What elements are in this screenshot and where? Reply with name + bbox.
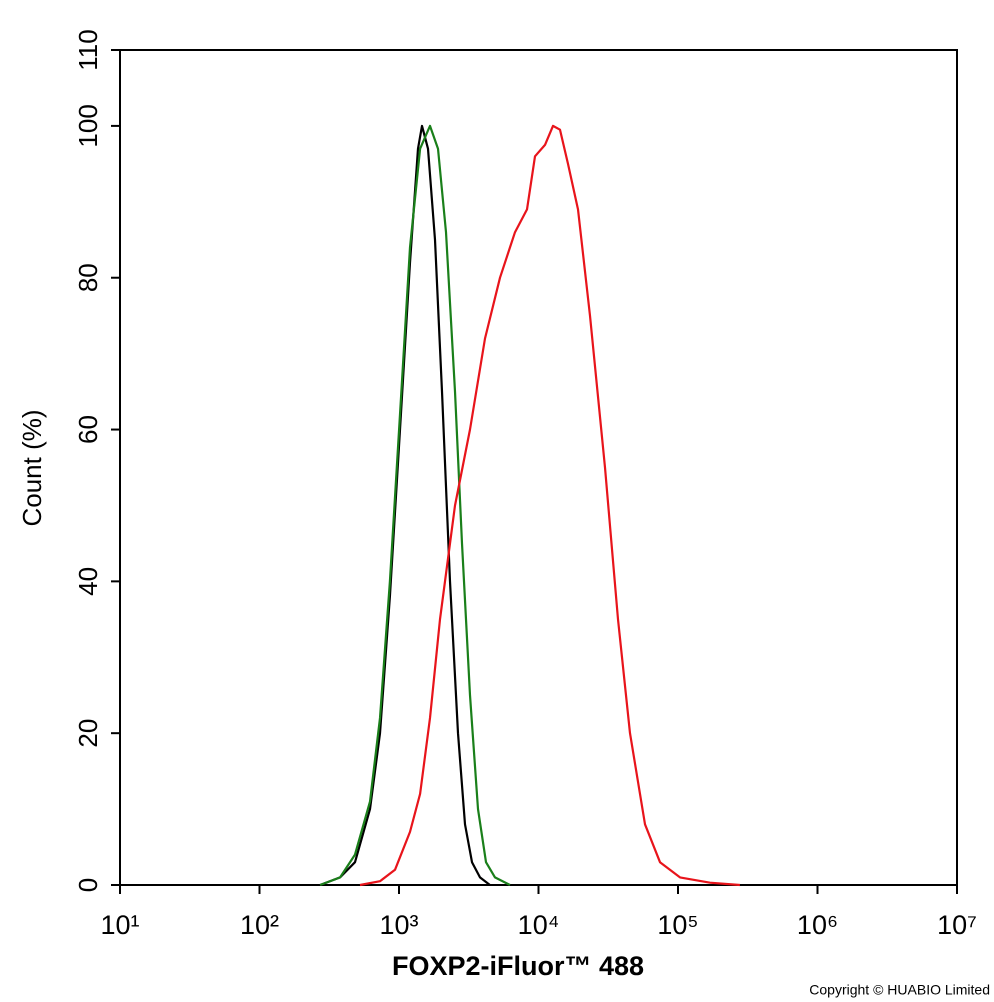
y-tick-label: 20 (73, 719, 103, 748)
y-tick-label: 60 (73, 415, 103, 444)
y-tick-label: 100 (73, 104, 103, 147)
x-tick-label: 10⁷ (937, 910, 977, 940)
histogram-line (359, 124, 740, 887)
x-axis-label: FOXP2-iFluor™ 488 (392, 951, 644, 981)
x-tick-label: 10² (240, 910, 279, 940)
x-tick-label: 10¹ (100, 910, 139, 940)
x-tick-label: 10⁴ (518, 910, 560, 940)
y-tick-label: 110 (73, 29, 103, 70)
histogram-line (319, 124, 491, 887)
x-tick-label: 10⁵ (657, 910, 698, 940)
x-tick-label: 10³ (379, 910, 418, 940)
x-tick-label: 10⁶ (797, 910, 838, 940)
y-tick-label: 80 (73, 263, 103, 292)
credit: Copyright © HUABIO Limited (809, 982, 990, 998)
y-tick-label: 40 (73, 567, 103, 596)
histogram-line (319, 124, 511, 887)
plot-frame (119, 49, 958, 886)
y-axis-label: Count (%) (17, 409, 47, 526)
y-tick-label: 0 (73, 878, 103, 892)
